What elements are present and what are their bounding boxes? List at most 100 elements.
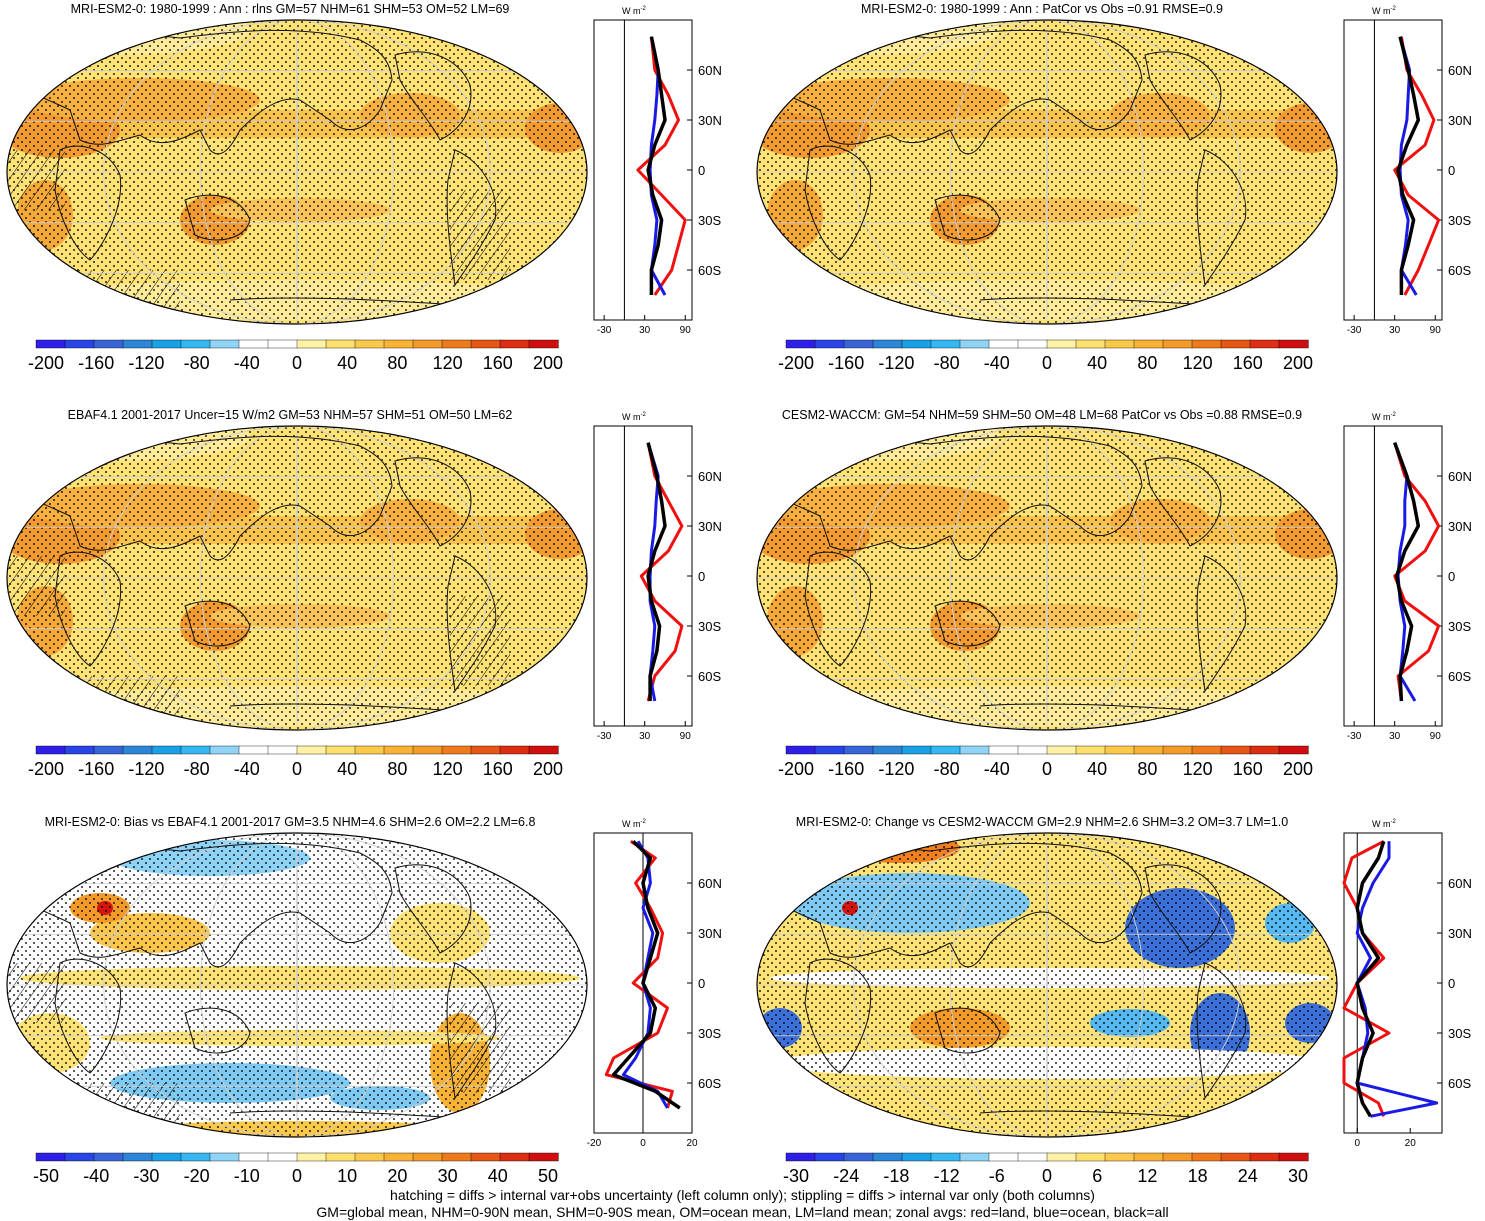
hatching	[450, 596, 510, 686]
colorbar-box	[441, 1152, 472, 1162]
zonal-unit-main: W m	[622, 819, 641, 829]
graticule	[949, 20, 1145, 324]
colorbar-box	[988, 339, 1019, 349]
colorbar-label: 160	[1233, 353, 1263, 373]
colorbar-box	[959, 339, 990, 349]
zonal-unit-sup: -2	[1391, 819, 1397, 825]
colorbar-label: 6	[1092, 1166, 1102, 1186]
coastline	[804, 958, 872, 1074]
colorbar: -200 -160 -120 -80 -40 0 40 80 120 160 200	[28, 339, 563, 373]
colorbar-box	[354, 745, 385, 755]
panel-6: MRI-ESM2-0: Change vs CESM2-WACCM GM=2.9…	[750, 813, 1485, 1219]
colorbar-label: -40	[984, 353, 1010, 373]
colorbar-label: 200	[1283, 759, 1313, 779]
panel-title: EBAF4.1 2001-2017 Uncer=15 W/m2 GM=53 NH…	[67, 408, 513, 422]
zonal-lat-label: 30S	[1448, 213, 1471, 228]
colorbar-box	[872, 339, 903, 349]
colorbar-box	[901, 745, 932, 755]
colorbar-label: 10	[337, 1166, 357, 1186]
zonal-lat-label: 60N	[1448, 469, 1472, 484]
colorbar: -200 -160 -120 -80 -40 0 40 80 120 160 200	[28, 745, 563, 779]
coastline	[1144, 51, 1222, 141]
colorbar-box	[988, 1152, 1019, 1162]
colorbar-box	[499, 745, 530, 755]
colorbar-label: 160	[1233, 759, 1263, 779]
zonal-series-line	[648, 36, 667, 296]
colorbar-label: 24	[1238, 1166, 1258, 1186]
graticule	[853, 20, 1241, 324]
coastline	[934, 1007, 1001, 1054]
coastline	[229, 1110, 461, 1119]
colorbar-box	[843, 1152, 874, 1162]
colorbar-box	[1278, 1152, 1309, 1162]
zonal-lat-label: 30N	[698, 519, 722, 534]
colorbar-box	[412, 339, 443, 349]
zonal-xtick-label: 30	[639, 731, 651, 742]
zonal-unit: W m-2	[1372, 6, 1396, 16]
zonal-lat-label: 60N	[698, 469, 722, 484]
colorbar-box	[267, 1152, 298, 1162]
zonal-series-line	[636, 36, 687, 296]
colorbar-label: 120	[1183, 759, 1213, 779]
zonal-series-line	[1393, 36, 1441, 296]
colorbar-box	[528, 1152, 559, 1162]
colorbar-box	[499, 339, 530, 349]
coastline	[184, 1007, 251, 1054]
colorbar-box	[64, 1152, 95, 1162]
zonal-unit: W m-2	[622, 6, 646, 16]
footer-line-1: hatching = diffs > internal var+obs unce…	[390, 1187, 1095, 1203]
colorbar-box	[1104, 1152, 1135, 1162]
colorbar-box	[959, 745, 990, 755]
coastline	[19, 842, 393, 968]
colorbar-box	[296, 339, 327, 349]
zonal-xtick-label: -30	[597, 731, 612, 742]
zonal-unit: W m-2	[1372, 412, 1396, 422]
stippling	[757, 20, 1337, 324]
zonal-lat-label: 60N	[1448, 876, 1472, 891]
coastline	[54, 145, 122, 261]
zonal-unit-main: W m	[622, 412, 641, 422]
colorbar-label: -30	[133, 1166, 159, 1186]
colorbar-box	[1162, 1152, 1193, 1162]
colorbar-label: 20	[387, 1166, 407, 1186]
colorbar-box	[843, 339, 874, 349]
coastline	[184, 600, 251, 647]
colorbar-box	[901, 339, 932, 349]
coastline	[769, 842, 1143, 968]
zonal-lat-label: 60S	[698, 669, 721, 684]
colorbar-box	[528, 745, 559, 755]
zonal-lat-label: 30S	[698, 619, 721, 634]
colorbar-label: -80	[934, 759, 960, 779]
colorbar-box	[180, 1152, 211, 1162]
colorbar-box	[267, 339, 298, 349]
zonal-mean-plot: W m-2 -30 30 90 60N 30N 0 30S 60S	[593, 6, 722, 336]
zonal-frame	[593, 19, 693, 321]
zonal-lat-label: 30N	[1448, 113, 1472, 128]
colorbar-box	[180, 339, 211, 349]
zonal-unit-main: W m	[622, 6, 641, 16]
zonal-lat-label: 0	[1448, 569, 1455, 584]
panel-graphics: -200 -160 -120 -80 -40 0 40 80 120 160 200 W m-2 -30…	[6, 6, 722, 373]
coastline	[446, 555, 497, 693]
colorbar-box	[814, 339, 845, 349]
colorbar-box	[296, 1152, 327, 1162]
zonal-xtick-label: 90	[1430, 731, 1442, 742]
colorbar-label: -40	[234, 353, 260, 373]
colorbar-box	[901, 1152, 932, 1162]
panel-graphics: -50 -40 -30 -20 -10 0 10 20 30 40 50W m-2-20 0 2060N…	[6, 819, 722, 1186]
colorbar-label: 0	[292, 1166, 302, 1186]
colorbar-box	[325, 745, 356, 755]
colorbar-box	[383, 339, 414, 349]
colorbar-box	[1133, 339, 1164, 349]
colorbar-label: -80	[184, 353, 210, 373]
zonal-frame	[1343, 425, 1443, 727]
zonal-lat-label: 60S	[1448, 669, 1471, 684]
colorbar-box	[238, 1152, 269, 1162]
panel-title: MRI-ESM2-0: 1980-1999 : Ann : PatCor vs …	[861, 2, 1223, 16]
colorbar-box	[1046, 745, 1077, 755]
map-outline	[6, 832, 588, 1138]
colorbar-label: 200	[1283, 353, 1313, 373]
colorbar-label: -20	[184, 1166, 210, 1186]
graticule	[296, 20, 298, 324]
zonal-lat-label: 30N	[698, 926, 722, 941]
